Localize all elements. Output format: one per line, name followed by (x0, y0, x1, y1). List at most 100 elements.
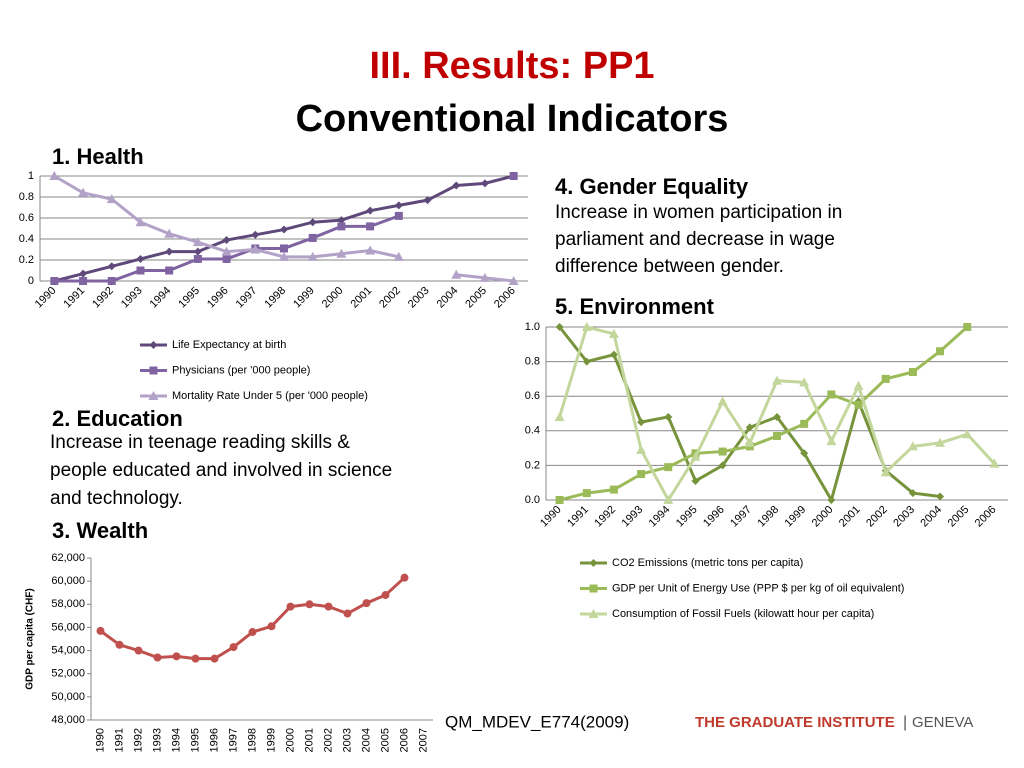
marker (423, 196, 432, 205)
marker (165, 266, 174, 275)
legend-label: Life Expectancy at birth (172, 339, 286, 351)
x-tick-label: 1990 (33, 285, 59, 311)
marker (718, 461, 727, 470)
footer: QM_MDEV_E774(2009) (445, 712, 629, 731)
marker (451, 269, 462, 279)
x-tick-label: 1994 (647, 504, 673, 530)
series-line (559, 325, 969, 502)
marker (366, 206, 375, 215)
marker (251, 230, 260, 239)
x-tick-label: 2001 (837, 504, 863, 530)
section-text: Increase in teenage reading skills & (50, 432, 350, 453)
marker (79, 277, 88, 285)
x-tick-label: 2007 (417, 728, 429, 752)
marker (799, 377, 810, 387)
section-text: parliament and decrease in wage (555, 229, 835, 250)
slide-title: III. Results: PP1 (369, 45, 654, 87)
section-heading: 1. Health (52, 144, 144, 169)
x-tick-label: 2002 (322, 728, 334, 752)
legend-label: Consumption of Fossil Fuels (kilowatt ho… (612, 608, 874, 620)
marker (555, 496, 564, 504)
marker (193, 247, 202, 256)
section-heading: 3. Wealth (52, 518, 148, 543)
marker (663, 495, 674, 504)
y-tick-label: 48,000 (51, 714, 85, 726)
y-axis-label: GDP per capita (CHF) (25, 588, 36, 690)
marker (115, 640, 124, 649)
marker (773, 412, 781, 421)
marker (286, 602, 295, 611)
marker (509, 172, 518, 180)
y-tick-label: 1.0 (525, 321, 540, 333)
marker (609, 350, 618, 359)
marker (936, 492, 945, 501)
marker (393, 251, 404, 261)
marker (827, 390, 836, 399)
marker (229, 643, 238, 652)
marker (637, 470, 646, 479)
y-tick-label: 58,000 (51, 598, 85, 610)
y-tick-label: 0.0 (525, 494, 540, 506)
x-tick-label: 2001 (303, 728, 315, 752)
marker (136, 254, 145, 263)
marker (305, 600, 314, 609)
y-tick-label: 50,000 (51, 691, 85, 703)
marker (935, 437, 946, 447)
section-text: Increase in women participation in (555, 202, 842, 223)
x-tick-label: 1998 (755, 504, 781, 530)
x-tick-label: 2000 (810, 504, 836, 530)
marker (582, 357, 591, 366)
legend-label: CO2 Emissions (metric tons per capita) (612, 557, 803, 569)
marker (164, 228, 175, 238)
x-tick-label: 1990 (94, 728, 106, 752)
x-tick-label: 1997 (728, 504, 754, 530)
marker (582, 489, 591, 498)
x-tick-label: 2005 (946, 504, 972, 530)
y-tick-label: 1 (28, 170, 34, 182)
x-tick-label: 1991 (61, 285, 87, 311)
logo-name: THE GRADUATE INSTITUTE (695, 714, 895, 731)
x-tick-label: 1991 (113, 728, 125, 752)
marker (221, 246, 232, 256)
marker (963, 323, 972, 331)
marker (690, 451, 701, 461)
section-text: and technology. (50, 488, 183, 509)
y-tick-label: 62,000 (51, 552, 85, 564)
marker (191, 654, 200, 663)
x-tick-label: 2006 (973, 504, 999, 530)
section-heading: 4. Gender Equality (555, 174, 749, 199)
x-tick-label: 2004 (360, 728, 372, 752)
y-tick-label: 0.4 (525, 425, 540, 437)
marker (135, 217, 146, 227)
marker (336, 248, 347, 258)
marker (153, 653, 162, 662)
y-tick-label: 0.2 (19, 254, 34, 266)
marker (827, 496, 836, 504)
legend-label: Physicians (per '000 people) (172, 364, 310, 376)
marker (609, 485, 618, 494)
marker (907, 441, 918, 451)
marker (989, 458, 1000, 468)
marker (452, 181, 461, 190)
x-tick-label: 2003 (406, 285, 432, 311)
marker (96, 626, 105, 635)
series-line (53, 174, 400, 259)
x-tick-label: 2006 (398, 728, 410, 752)
legend-marker (589, 584, 598, 593)
section-text: difference between gender. (555, 256, 784, 277)
y-tick-label: 0 (28, 275, 34, 287)
marker (394, 201, 403, 210)
marker (962, 429, 973, 439)
marker (308, 218, 317, 227)
x-tick-label: 1994 (148, 285, 174, 311)
legend-marker (588, 609, 599, 618)
marker (324, 602, 333, 611)
marker (744, 437, 755, 447)
marker (400, 573, 409, 582)
marker (880, 467, 891, 477)
y-tick-label: 0.6 (19, 212, 34, 224)
marker (772, 375, 782, 385)
marker (134, 646, 143, 655)
x-tick-label: 1996 (701, 504, 727, 530)
